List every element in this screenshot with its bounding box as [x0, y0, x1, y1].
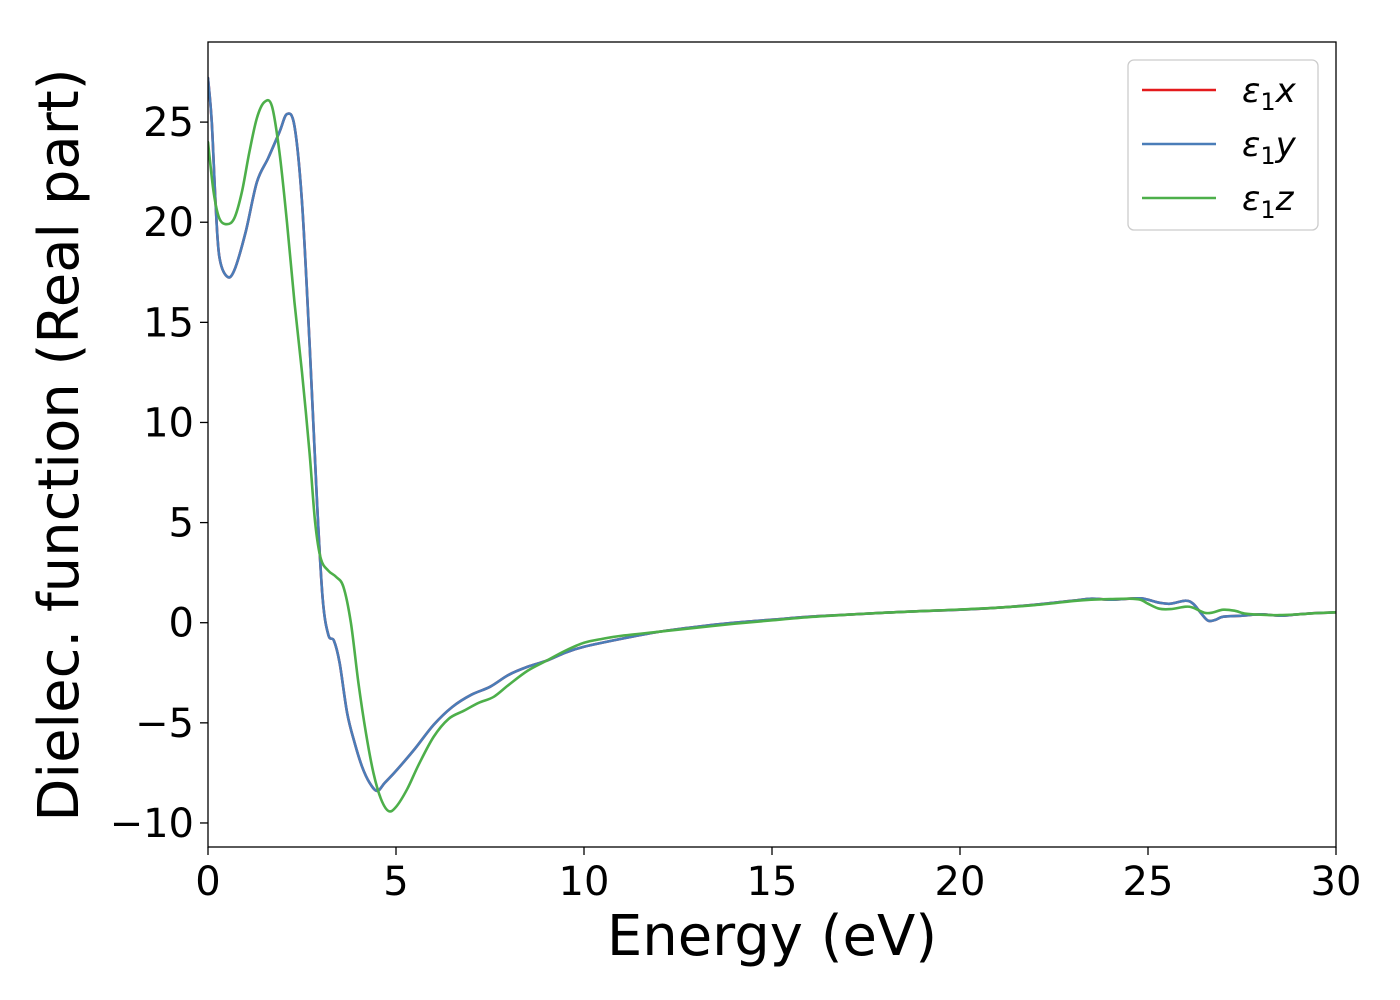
- series-group: [208, 76, 1336, 813]
- y-tick-label: −10: [110, 801, 194, 847]
- legend-label-z: ε1z: [1242, 179, 1295, 224]
- legend-box: [1127, 59, 1319, 231]
- y-axis-label: Dielec. function (Real part): [27, 68, 92, 821]
- x-tick-label: 0: [195, 859, 220, 905]
- y-tick-label: 15: [143, 300, 194, 346]
- legend: ε1x ε1y ε1z: [1127, 59, 1319, 231]
- series-line-z: [208, 98, 1336, 813]
- legend-label-x: ε1x: [1242, 71, 1297, 116]
- y-tick-label: 20: [143, 200, 194, 246]
- y-tick-label: 25: [143, 100, 194, 146]
- x-tick-label: 25: [1123, 859, 1174, 905]
- x-tick-label: 20: [935, 859, 986, 905]
- legend-label-y: ε1y: [1242, 125, 1297, 170]
- x-axis-ticks: 0 5 10 15 20 25 30: [195, 847, 1361, 905]
- y-axis-ticks: −10 −5 0 5 10 15 20 25: [110, 100, 208, 847]
- y-tick-label: 10: [143, 400, 194, 446]
- x-tick-label: 15: [747, 859, 798, 905]
- x-tick-label: 30: [1311, 859, 1362, 905]
- y-tick-label: −5: [135, 701, 194, 747]
- x-tick-label: 10: [559, 859, 610, 905]
- x-tick-label: 5: [383, 859, 408, 905]
- y-tick-label: 0: [169, 601, 194, 647]
- x-axis-label: Energy (eV): [607, 904, 937, 969]
- y-tick-label: 5: [169, 501, 194, 547]
